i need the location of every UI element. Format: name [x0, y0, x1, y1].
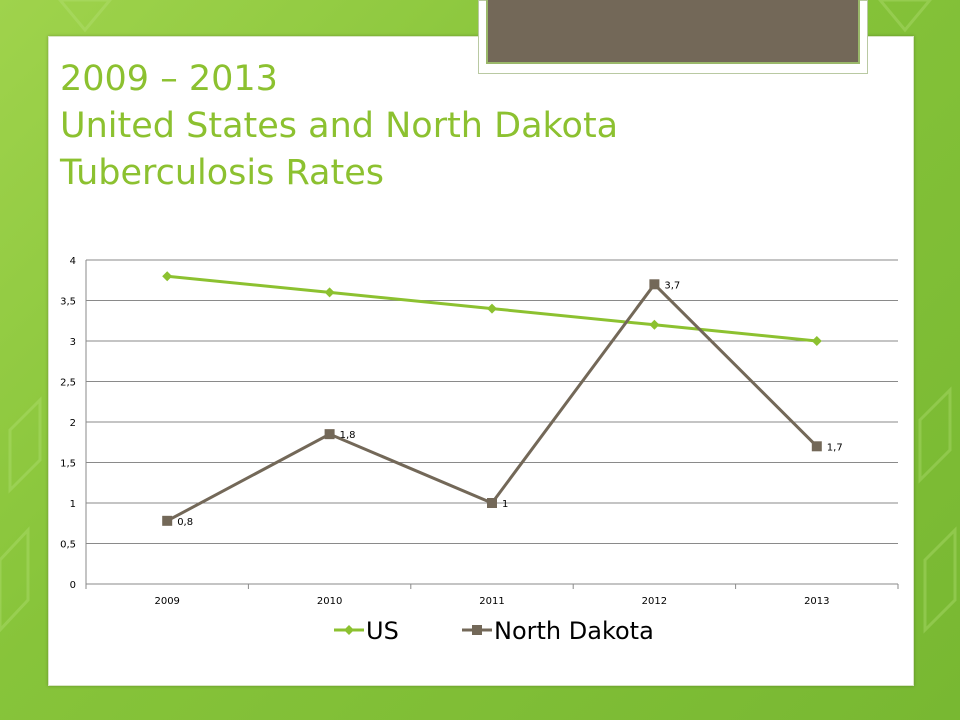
x-tick-label: 2010: [317, 596, 342, 607]
slide-title: 2009 – 2013 United States and North Dako…: [60, 56, 760, 197]
legend-marker-north-dakota: [472, 625, 482, 635]
data-label: 0,8: [177, 517, 193, 528]
legend-label: North Dakota: [494, 617, 654, 645]
y-tick-label: 0,5: [60, 540, 76, 551]
y-tick-label: 3: [70, 337, 76, 348]
y-tick-label: 1: [70, 499, 76, 510]
data-label: 1: [502, 499, 508, 510]
title-line-1: 2009 – 2013: [60, 59, 278, 99]
data-label: 3,7: [664, 280, 680, 291]
data-label: 1,8: [340, 430, 356, 441]
y-tick-label: 2: [70, 418, 76, 429]
series-line-north-dakota: [166, 282, 818, 523]
y-tick-label: 1,5: [60, 459, 76, 470]
x-tick-label: 2009: [154, 596, 179, 607]
legend-marker-us: [344, 625, 354, 635]
data-point-north-dakota: [162, 515, 173, 526]
y-tick-label: 3,5: [60, 297, 76, 308]
data-point-north-dakota: [811, 441, 822, 452]
data-point-north-dakota: [649, 279, 660, 290]
x-tick-label: 2011: [479, 596, 504, 607]
data-point-us: [324, 287, 335, 298]
data-point-north-dakota: [324, 429, 335, 440]
title-line-2: United States and North Dakota: [60, 106, 619, 146]
x-tick-label: 2012: [642, 596, 667, 607]
data-point-us: [162, 271, 173, 282]
y-tick-label: 2,5: [60, 378, 76, 389]
data-point-north-dakota: [487, 498, 497, 508]
slide-tab-accent: [486, 0, 860, 64]
data-point-us: [649, 319, 660, 330]
data-label: 1,7: [827, 442, 843, 453]
y-tick-label: 0: [70, 580, 76, 591]
data-point-us: [811, 336, 822, 346]
data-point-us: [487, 303, 497, 314]
y-tick-label: 4: [70, 256, 76, 267]
title-line-3: Tuberculosis Rates: [60, 153, 384, 193]
legend-label: US: [366, 617, 399, 645]
x-tick-label: 2013: [804, 596, 829, 607]
